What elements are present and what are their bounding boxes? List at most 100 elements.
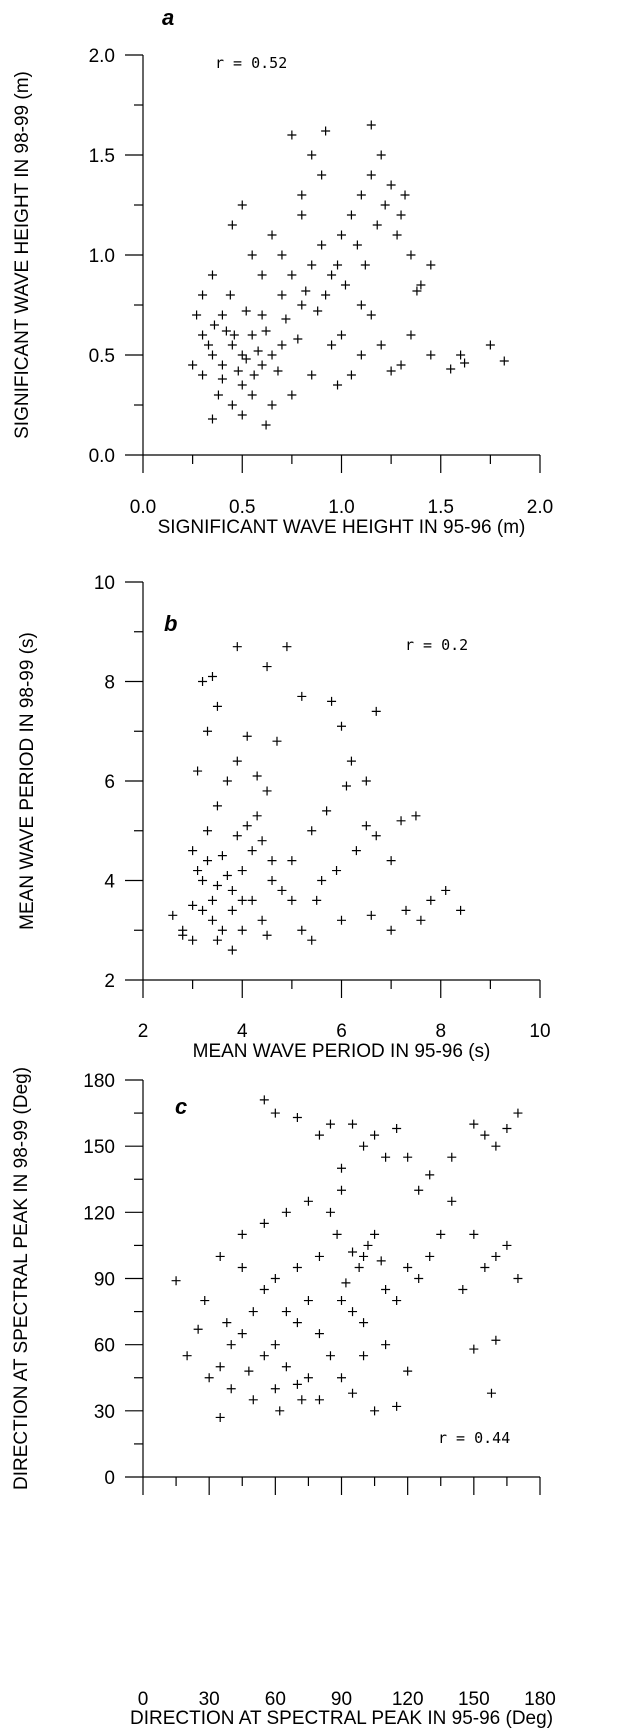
data-point: [262, 662, 272, 672]
data-point: [303, 1296, 313, 1306]
data-point: [303, 1373, 313, 1383]
data-point: [241, 306, 251, 316]
data-point: [207, 915, 217, 925]
data-point: [321, 126, 331, 136]
x-tick-label: 1.0: [328, 497, 354, 518]
data-point: [491, 1141, 501, 1151]
data-point: [376, 150, 386, 160]
y-tick-label: 30: [94, 1402, 115, 1423]
data-point: [221, 326, 231, 336]
data-point: [204, 1373, 214, 1383]
data-point: [244, 1366, 254, 1376]
data-point: [237, 410, 247, 420]
data-point: [229, 330, 239, 340]
chart-panel-a: 0.00.51.01.52.00.0 0.5 1.0 1.5 2.0SIGNIFICAN…: [12, 5, 553, 538]
data-point: [287, 895, 297, 905]
data-point: [502, 1124, 512, 1134]
data-point: [341, 1278, 351, 1288]
data-point: [275, 1406, 285, 1416]
data-point: [366, 910, 376, 920]
data-point: [403, 1152, 413, 1162]
data-point: [198, 290, 208, 300]
data-point: [386, 856, 396, 866]
data-point: [359, 1318, 369, 1328]
data-point: [282, 642, 292, 652]
data-point: [396, 360, 406, 370]
data-point: [392, 1401, 402, 1411]
y-tick-label: 1.0: [89, 246, 115, 267]
y-tick-label: 10: [94, 573, 115, 594]
data-point: [233, 366, 243, 376]
data-point: [469, 1119, 479, 1129]
data-point: [207, 895, 217, 905]
data-point: [188, 846, 198, 856]
data-point: [252, 771, 262, 781]
data-point: [317, 240, 327, 250]
data-point: [361, 776, 371, 786]
data-point: [348, 1247, 358, 1257]
data-point: [232, 756, 242, 766]
data-point: [361, 821, 371, 831]
data-point: [485, 340, 495, 350]
data-point: [317, 170, 327, 180]
data-point: [212, 801, 222, 811]
data-point: [425, 1251, 435, 1261]
data-point: [237, 350, 247, 360]
data-point: [249, 370, 259, 380]
data-point: [346, 210, 356, 220]
data-point: [513, 1274, 523, 1283]
data-point: [217, 851, 227, 861]
data-point: [259, 1095, 269, 1105]
data-point: [178, 925, 188, 935]
data-point: [212, 701, 222, 711]
data-point: [327, 270, 337, 280]
data-point: [198, 677, 208, 686]
data-point: [340, 280, 350, 290]
data-point: [480, 1130, 490, 1140]
data-point: [242, 731, 252, 741]
data-point: [321, 290, 331, 300]
data-point: [267, 350, 277, 360]
data-point: [396, 816, 406, 826]
data-point: [237, 925, 247, 935]
data-point: [307, 935, 317, 945]
data-point: [257, 310, 267, 320]
data-point: [441, 885, 451, 895]
data-point: [171, 1276, 181, 1286]
y-tick-label: 2.0: [89, 46, 115, 67]
data-point: [314, 1251, 324, 1261]
data-point: [370, 1229, 380, 1239]
data-point: [247, 330, 257, 340]
data-point: [212, 935, 222, 945]
data-point: [499, 356, 509, 366]
data-point: [292, 1379, 302, 1389]
data-point: [332, 866, 342, 876]
data-point: [261, 420, 271, 430]
data-point: [458, 1285, 468, 1295]
data-point: [232, 831, 242, 841]
data-point: [447, 1196, 457, 1206]
data-point: [297, 210, 307, 220]
data-point: [401, 905, 411, 915]
data-point: [262, 786, 272, 796]
panel-letter: a: [162, 5, 174, 30]
y-tick-label: 180: [83, 1071, 115, 1092]
data-point: [301, 286, 311, 296]
x-tick-label: 150: [458, 1689, 490, 1710]
x-tick-label: 2.0: [527, 497, 553, 518]
data-point: [381, 1285, 391, 1295]
data-point: [491, 1335, 501, 1345]
data-point: [259, 1351, 269, 1361]
data-point: [297, 691, 307, 701]
data-point: [314, 1395, 324, 1405]
data-point: [226, 1384, 236, 1394]
data-point: [215, 1412, 225, 1422]
y-axis-label: MEAN WAVE PERIOD IN 98-99 (s): [17, 632, 38, 930]
data-point: [341, 781, 351, 791]
x-tick-label: 4: [237, 1021, 248, 1042]
data-point: [259, 1218, 269, 1228]
data-point: [313, 306, 323, 316]
data-point: [333, 380, 343, 390]
data-point: [486, 1388, 496, 1398]
